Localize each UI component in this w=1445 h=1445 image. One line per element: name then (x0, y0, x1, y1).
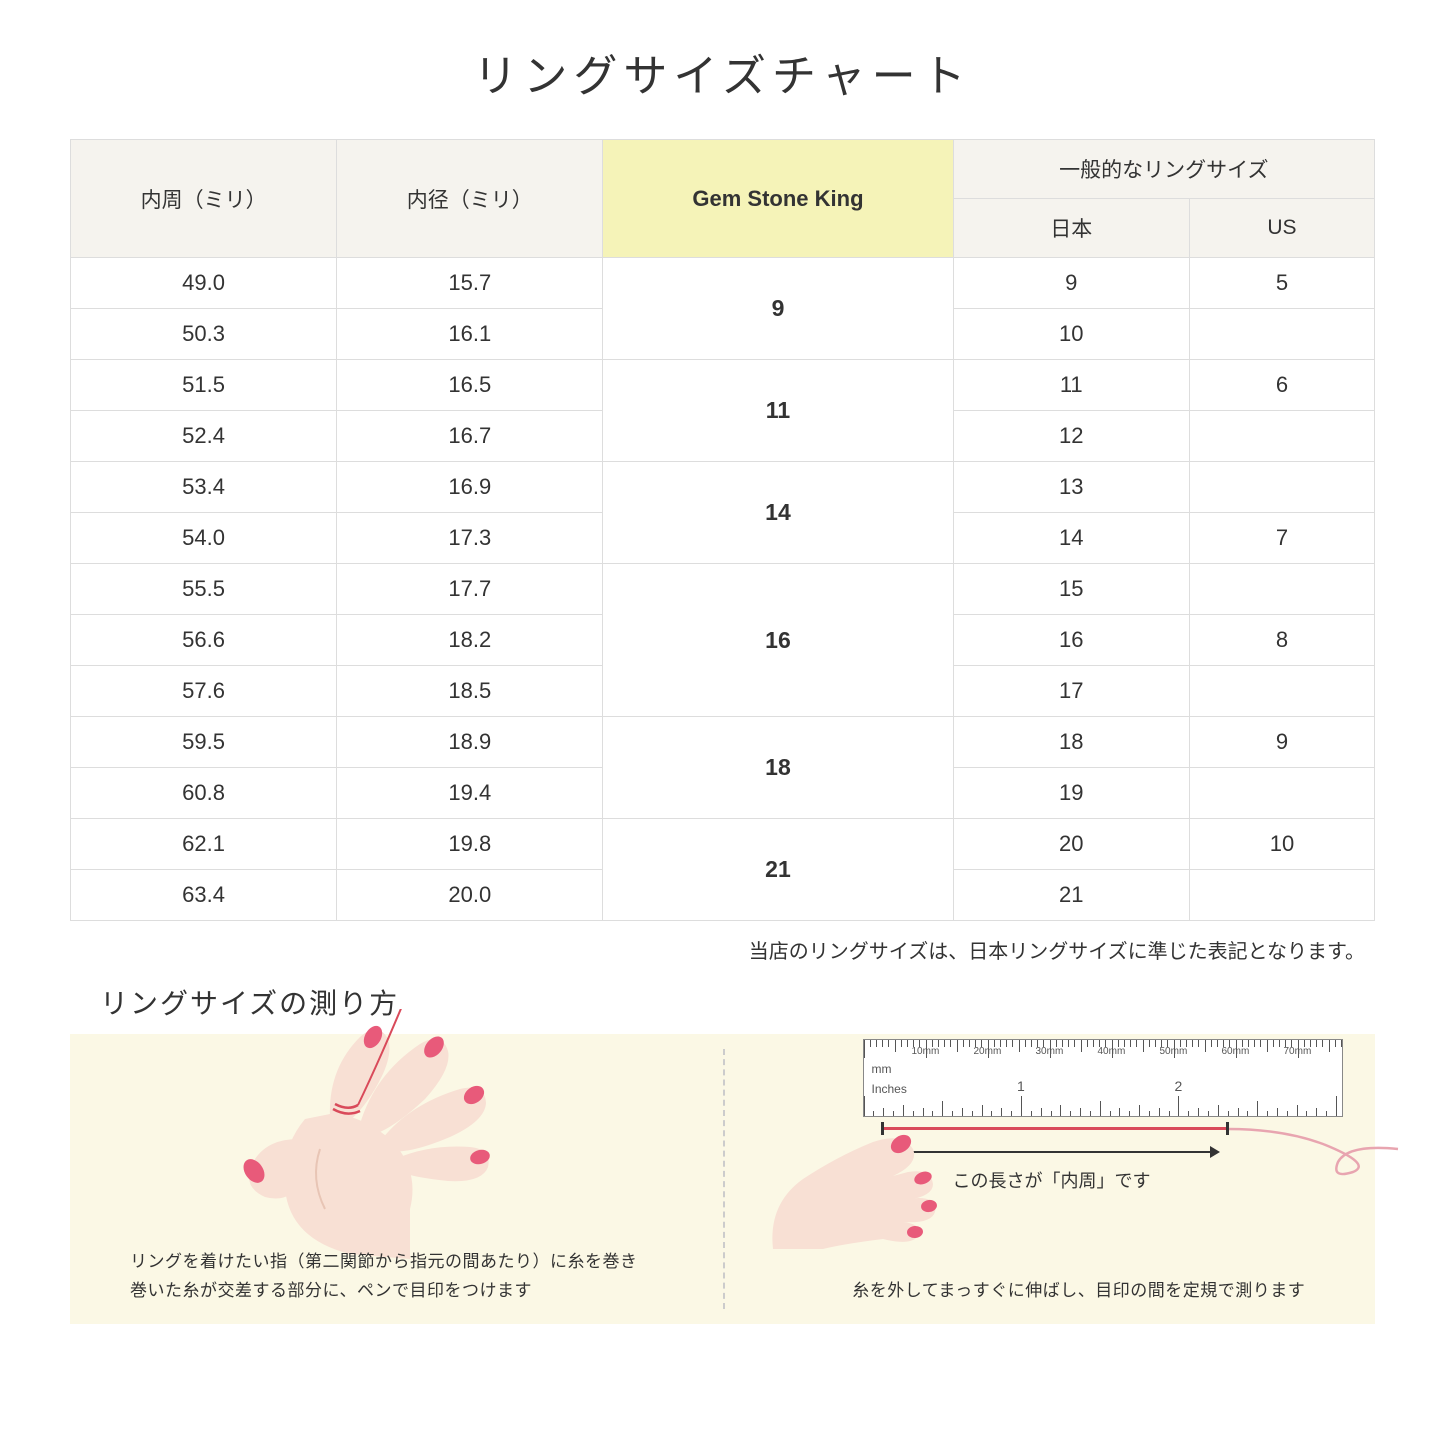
cell-diameter: 16.1 (337, 309, 603, 360)
cell-diameter: 16.5 (337, 360, 603, 411)
cell-japan: 9 (953, 258, 1189, 309)
header-diameter: 内径（ミリ） (337, 140, 603, 258)
table-row: 62.119.8212010 (71, 819, 1375, 870)
length-label: この長さが「内周」です (953, 1167, 1151, 1193)
cell-diameter: 15.7 (337, 258, 603, 309)
table-row: 49.015.7995 (71, 258, 1375, 309)
cell-gsk: 16 (603, 564, 953, 717)
cell-japan: 11 (953, 360, 1189, 411)
how-to-panel: リングを着けたい指（第二関節から指元の間あたり）に糸を巻き 巻いた糸が交差する部… (70, 1034, 1375, 1324)
cell-us (1189, 666, 1374, 717)
page-title: リングサイズチャート (70, 40, 1375, 104)
cell-us (1189, 462, 1374, 513)
cell-us (1189, 411, 1374, 462)
cell-diameter: 17.3 (337, 513, 603, 564)
table-row: 55.517.71615 (71, 564, 1375, 615)
cell-japan: 14 (953, 513, 1189, 564)
thread-curl (1223, 1114, 1403, 1184)
cell-us (1189, 309, 1374, 360)
table-row: 59.518.918189 (71, 717, 1375, 768)
cell-japan: 12 (953, 411, 1189, 462)
ruler-area: mm Inches 10mm20mm30mm40mm50mm60mm70mm12… (823, 1039, 1343, 1117)
cell-diameter: 19.4 (337, 768, 603, 819)
cell-us: 10 (1189, 819, 1374, 870)
cell-diameter: 16.7 (337, 411, 603, 462)
cell-diameter: 17.7 (337, 564, 603, 615)
cell-circumference: 63.4 (71, 870, 337, 921)
cell-gsk: 9 (603, 258, 953, 360)
left-caption: リングを着けたい指（第二関節から指元の間あたり）に糸を巻き 巻いた糸が交差する部… (130, 1248, 693, 1306)
header-gsk: Gem Stone King (603, 140, 953, 258)
cell-circumference: 53.4 (71, 462, 337, 513)
cell-gsk: 11 (603, 360, 953, 462)
header-japan: 日本 (953, 199, 1189, 258)
size-chart-table: 内周（ミリ） 内径（ミリ） Gem Stone King 一般的なリングサイズ … (70, 139, 1375, 921)
left-caption-line1: リングを着けたい指（第二関節から指元の間あたり）に糸を巻き (130, 1252, 638, 1271)
cell-us (1189, 768, 1374, 819)
cell-gsk: 14 (603, 462, 953, 564)
cell-circumference: 50.3 (71, 309, 337, 360)
footnote: 当店のリングサイズは、日本リングサイズに準じた表記となります。 (70, 935, 1375, 964)
table-row: 53.416.91413 (71, 462, 1375, 513)
cell-diameter: 18.2 (337, 615, 603, 666)
cell-circumference: 49.0 (71, 258, 337, 309)
cell-circumference: 52.4 (71, 411, 337, 462)
cell-us: 7 (1189, 513, 1374, 564)
cell-diameter: 16.9 (337, 462, 603, 513)
cell-us (1189, 564, 1374, 615)
cell-gsk: 18 (603, 717, 953, 819)
cell-diameter: 18.9 (337, 717, 603, 768)
how-left: リングを着けたい指（第二関節から指元の間あたり）に糸を巻き 巻いた糸が交差する部… (70, 1034, 723, 1324)
left-caption-line2: 巻いた糸が交差する部分に、ペンで目印をつけます (130, 1281, 532, 1300)
table-row: 51.516.511116 (71, 360, 1375, 411)
cell-japan: 17 (953, 666, 1189, 717)
cell-japan: 15 (953, 564, 1189, 615)
cell-circumference: 54.0 (71, 513, 337, 564)
how-right: mm Inches 10mm20mm30mm40mm50mm60mm70mm12… (723, 1034, 1376, 1324)
header-general-group: 一般的なリングサイズ (953, 140, 1374, 199)
cell-circumference: 56.6 (71, 615, 337, 666)
cell-diameter: 20.0 (337, 870, 603, 921)
cell-gsk: 21 (603, 819, 953, 921)
cell-circumference: 62.1 (71, 819, 337, 870)
cell-circumference: 59.5 (71, 717, 337, 768)
right-caption: 糸を外してまっすぐに伸ばし、目印の間を定規で測ります (813, 1277, 1346, 1306)
thread-mark-right (1226, 1122, 1229, 1135)
cell-circumference: 60.8 (71, 768, 337, 819)
cell-japan: 19 (953, 768, 1189, 819)
hand-hold-illustration (763, 1094, 963, 1254)
cell-us: 5 (1189, 258, 1374, 309)
cell-us: 9 (1189, 717, 1374, 768)
table-body: 49.015.799550.316.11051.516.51111652.416… (71, 258, 1375, 921)
header-circumference: 内周（ミリ） (71, 140, 337, 258)
cell-japan: 21 (953, 870, 1189, 921)
cell-us: 8 (1189, 615, 1374, 666)
cell-japan: 13 (953, 462, 1189, 513)
cell-circumference: 51.5 (71, 360, 337, 411)
cell-diameter: 18.5 (337, 666, 603, 717)
cell-diameter: 19.8 (337, 819, 603, 870)
cell-japan: 18 (953, 717, 1189, 768)
cell-japan: 10 (953, 309, 1189, 360)
cell-japan: 20 (953, 819, 1189, 870)
cell-us (1189, 870, 1374, 921)
cell-us: 6 (1189, 360, 1374, 411)
hand-wrap-illustration (210, 1009, 530, 1259)
ruler-mm-unit: mm (872, 1062, 892, 1076)
header-us: US (1189, 199, 1374, 258)
cell-circumference: 57.6 (71, 666, 337, 717)
cell-japan: 16 (953, 615, 1189, 666)
cell-circumference: 55.5 (71, 564, 337, 615)
